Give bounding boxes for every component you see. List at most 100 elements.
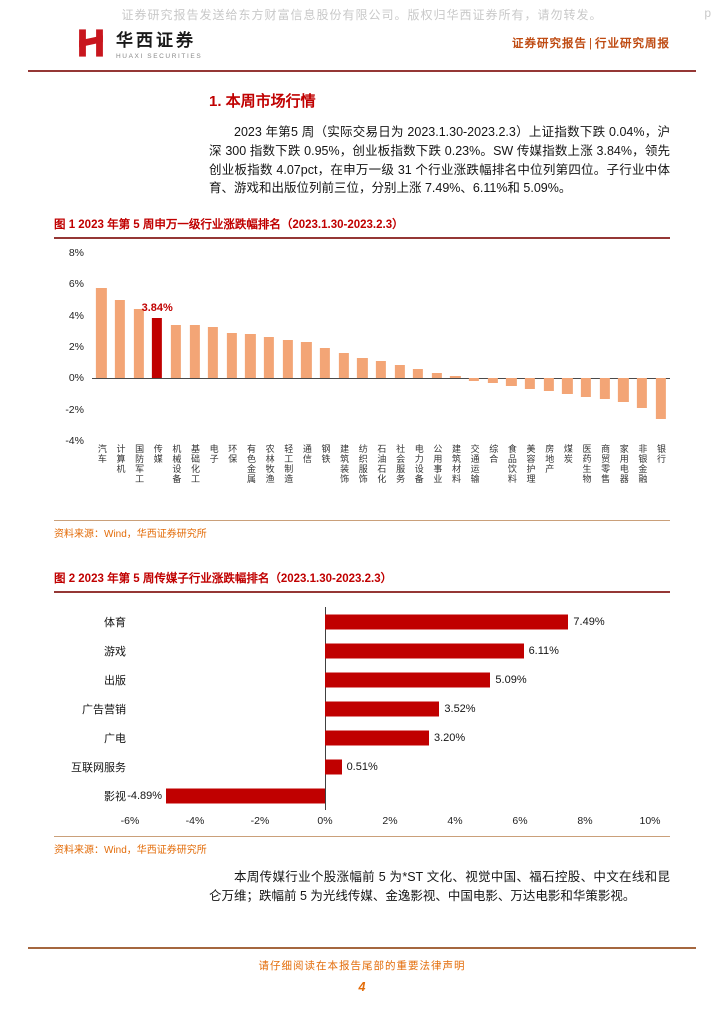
bar-column xyxy=(334,253,353,441)
category-label-cell: 电子 xyxy=(204,444,223,512)
huaxi-logo: 华西证券 HUAXI SECURITIES xyxy=(74,26,202,60)
category-label: 钢铁 xyxy=(320,444,331,464)
bar-column xyxy=(502,253,521,441)
zero-axis-line xyxy=(325,781,326,810)
category-label-cell: 银行 xyxy=(651,444,670,512)
bar-column xyxy=(577,253,596,441)
paragraph-market-summary: 2023 年第5 周（实际交易日为 2023.1.30-2023.2.3）上证指… xyxy=(209,125,670,196)
industry-bar xyxy=(152,318,163,379)
chart-row: 游戏 6.11% xyxy=(54,636,650,665)
bar-value-label: 0.51% xyxy=(346,760,378,773)
category-label: 非银金融 xyxy=(637,444,648,484)
x-tick-label: -2% xyxy=(250,815,270,827)
chart-row: 影视 -4.89% xyxy=(54,781,650,810)
footer-disclaimer: 请仔细阅读在本报告尾部的重要法律声明 xyxy=(258,960,466,972)
category-label: 建筑装饰 xyxy=(339,444,350,484)
bar-column xyxy=(167,253,186,441)
row-plot: -4.89% xyxy=(127,781,650,810)
industry-bar xyxy=(96,288,107,379)
media-bar xyxy=(325,730,429,745)
figure2-source: 资料来源：Wind，华西证券研究所 xyxy=(54,836,670,856)
report-type-label: 证券研究报告 xyxy=(512,38,587,50)
report-category-label: 行业研究周报 xyxy=(595,38,670,50)
x-tick-label: -4% xyxy=(185,815,205,827)
industry-bar xyxy=(599,378,610,400)
industry-bar xyxy=(524,378,536,389)
row-plot: 5.09% xyxy=(130,665,650,694)
industry-bar xyxy=(636,378,648,408)
category-label: 机械设备 xyxy=(171,444,182,484)
highlight-value-label: 3.84% xyxy=(141,302,173,315)
category-label-cell: 综合 xyxy=(483,444,502,512)
category-label: 有色金属 xyxy=(245,444,256,484)
y-tick-label: 2% xyxy=(68,341,84,353)
x-tick-label: 0% xyxy=(317,815,333,827)
row-plot: 3.52% xyxy=(130,694,650,723)
category-label-cell: 房地产 xyxy=(539,444,558,512)
category-label: 食品饮料 xyxy=(506,444,517,484)
bar-column xyxy=(633,253,652,441)
media-chart: 体育 7.49% 游戏 6.11% 出版 5.09% 广告营销 3.52% 广电 3.20% 互联网… xyxy=(54,607,670,828)
bar-value-label: 5.09% xyxy=(495,673,527,686)
bar-column xyxy=(539,253,558,441)
industry-bar xyxy=(263,337,275,379)
zero-axis-line xyxy=(92,378,670,380)
bar-column xyxy=(651,253,670,441)
report-footer: 请仔细阅读在本报告尾部的重要法律声明 4 xyxy=(0,947,724,994)
header-divider xyxy=(28,70,696,72)
bar-column xyxy=(278,253,297,441)
industry-bar xyxy=(431,373,442,379)
chart-row: 互联网服务 0.51% xyxy=(54,752,650,781)
bar-column xyxy=(483,253,502,441)
row-plot: 7.49% xyxy=(130,607,650,636)
bar-column xyxy=(595,253,614,441)
x-tick-label: 10% xyxy=(639,815,661,827)
bar-column xyxy=(558,253,577,441)
category-label-cell: 家用电器 xyxy=(614,444,633,512)
row-category-label: 广电 xyxy=(104,732,126,745)
bar-column: 3.84% xyxy=(142,253,173,441)
category-label: 轻工制造 xyxy=(283,444,294,484)
industry-bar xyxy=(375,361,387,379)
x-tick-label: 2% xyxy=(382,815,398,827)
industry-bar xyxy=(301,342,312,379)
category-label-cell: 社会服务 xyxy=(390,444,409,512)
bar-column xyxy=(129,253,148,441)
row-plot: 6.11% xyxy=(130,636,650,665)
bar-column xyxy=(111,253,130,441)
category-label: 银行 xyxy=(656,444,667,464)
industry-bar xyxy=(618,378,629,402)
category-label: 传媒 xyxy=(152,444,163,464)
category-label-cell: 商贸零售 xyxy=(595,444,614,512)
category-label: 农林牧渔 xyxy=(264,444,275,484)
row-category-label: 出版 xyxy=(104,674,126,687)
figure-2: 图 2 2023 年第 5 周传媒子行业涨跌幅排名（2023.1.30-2023… xyxy=(54,570,670,856)
industry-bar xyxy=(394,364,405,379)
industry-bar xyxy=(208,326,219,379)
y-tick-label: 4% xyxy=(68,309,84,322)
bar-column xyxy=(222,253,241,441)
x-tick-label: -6% xyxy=(120,815,140,827)
category-label-cell: 农林牧渔 xyxy=(260,444,279,512)
bar-column xyxy=(297,253,316,441)
report-kind: 证券研究报告 | 行业研究周报 xyxy=(512,35,670,51)
y-tick-label: 0% xyxy=(68,372,84,385)
category-label-cell: 通信 xyxy=(297,444,316,512)
category-label-cell: 有色金属 xyxy=(241,444,260,512)
media-chart-xaxis: -6% -4% -2% 0% 2% 4% 6% 8% 10% xyxy=(121,810,661,828)
category-label-cell: 机械设备 xyxy=(167,444,186,512)
category-label-cell: 美容护理 xyxy=(521,444,540,512)
media-bar xyxy=(325,759,342,774)
bar-column xyxy=(185,253,204,441)
bar-column xyxy=(241,253,260,441)
bar-value-label: 6.11% xyxy=(528,644,559,657)
category-label: 美容护理 xyxy=(525,444,536,484)
category-label: 电力设备 xyxy=(413,444,424,484)
industry-bar xyxy=(413,368,424,379)
bar-column xyxy=(614,253,633,441)
industry-bar xyxy=(170,324,181,379)
category-label: 公用事业 xyxy=(432,444,443,484)
bar-column xyxy=(521,253,540,441)
industry-bar xyxy=(506,378,517,387)
watermark-text: 证券研究报告发送给东方财富信息股份有限公司。版权归华西证券所有，请勿转发。 xyxy=(121,8,603,22)
